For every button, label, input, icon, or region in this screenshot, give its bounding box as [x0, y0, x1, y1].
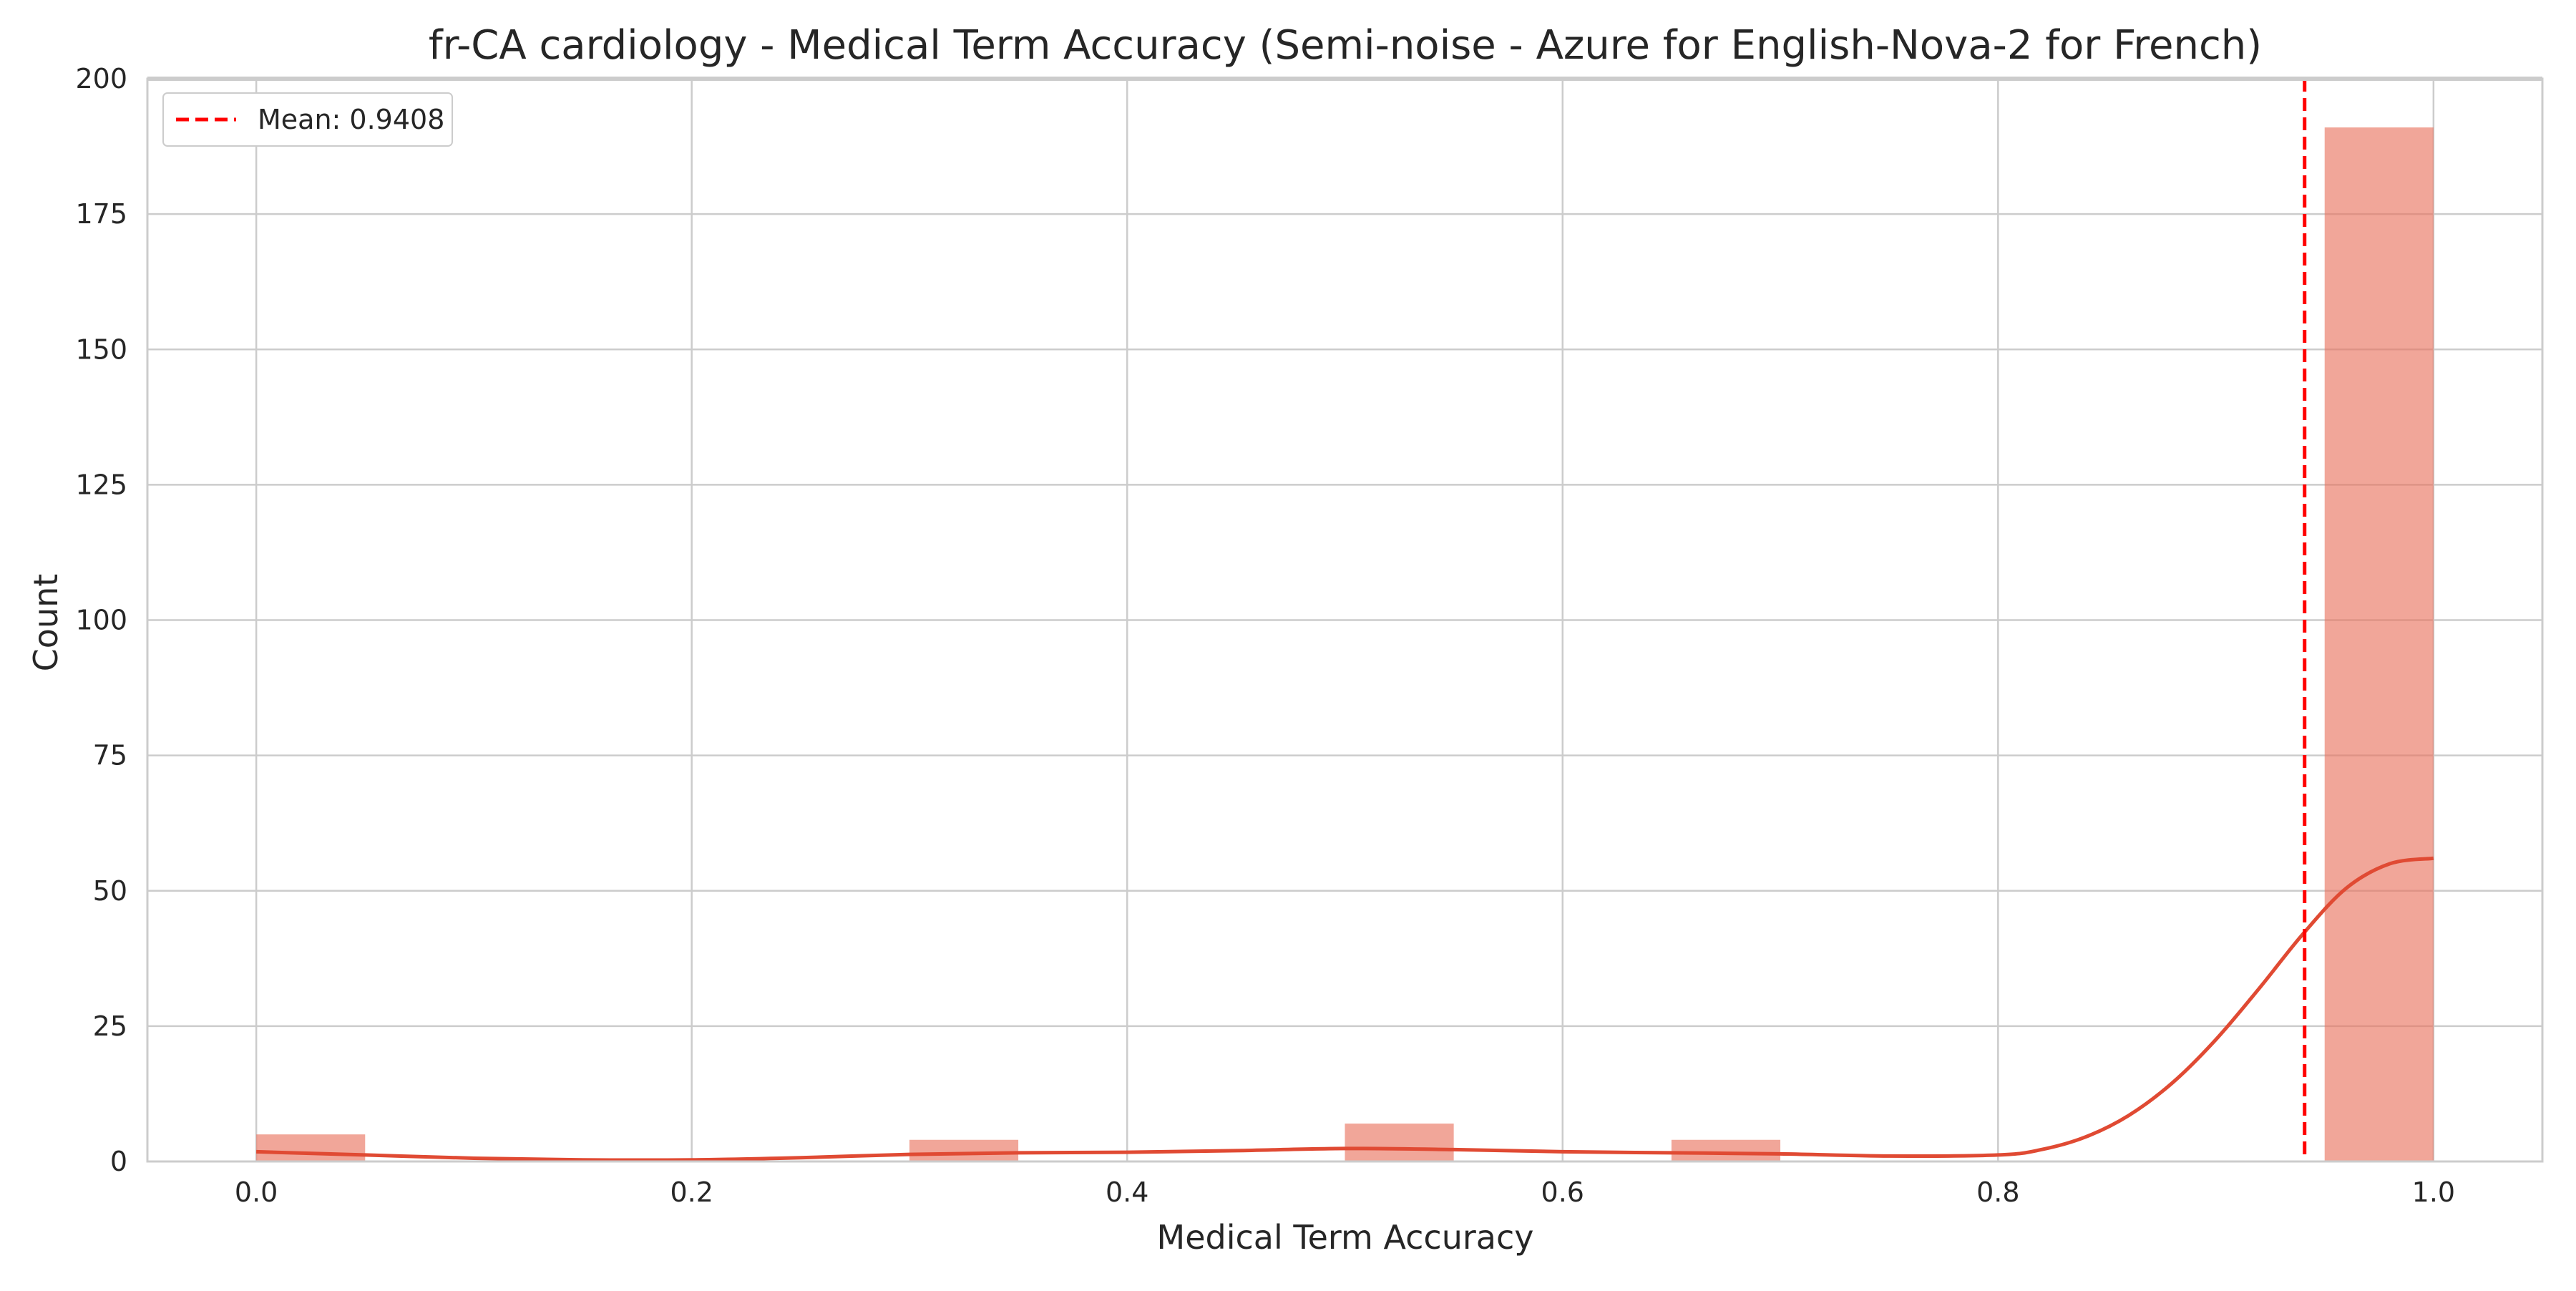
y-tick-label: 150	[75, 333, 127, 365]
x-tick-label: 0.4	[1106, 1176, 1148, 1208]
legend-mean-label: Mean: 0.9408	[258, 104, 444, 135]
histogram-bar	[1671, 1139, 1781, 1161]
legend: Mean: 0.9408	[162, 92, 453, 147]
y-tick-label: 0	[110, 1146, 127, 1177]
y-tick-label: 75	[93, 740, 127, 771]
histogram-bar	[909, 1139, 1019, 1161]
kde-curve	[256, 856, 2434, 1162]
histogram-bar	[256, 1134, 366, 1161]
bar-layer	[256, 127, 2434, 1162]
x-axis-label: Medical Term Accuracy	[1157, 1218, 1534, 1257]
tick-layer: 0.0 0.2 0.4 0.6 0.8 1.0 0 25 50 75 100 125 150 175 200	[75, 63, 2542, 1208]
y-tick-label: 125	[75, 469, 127, 500]
chart-title: fr-CA cardiology - Medical Term Accuracy…	[429, 22, 2262, 69]
y-tick-label: 50	[93, 875, 127, 907]
y-tick-label: 25	[93, 1010, 127, 1042]
grid-layer	[147, 77, 2542, 1163]
x-tick-label: 0.8	[1976, 1176, 2019, 1208]
y-tick-label: 200	[75, 63, 127, 94]
y-axis-label: Count	[26, 574, 65, 672]
kde-layer	[256, 856, 2434, 1162]
y-tick-label: 100	[75, 605, 127, 636]
histogram-bar	[1345, 1124, 1454, 1161]
x-tick-label: 1.0	[2412, 1176, 2455, 1208]
x-tick-label: 0.0	[235, 1176, 278, 1208]
x-tick-label: 0.6	[1541, 1176, 1584, 1208]
histogram-bar	[2324, 127, 2434, 1162]
legend-box	[162, 92, 453, 147]
x-tick-label: 0.2	[670, 1176, 713, 1208]
y-tick-label: 175	[75, 198, 127, 230]
